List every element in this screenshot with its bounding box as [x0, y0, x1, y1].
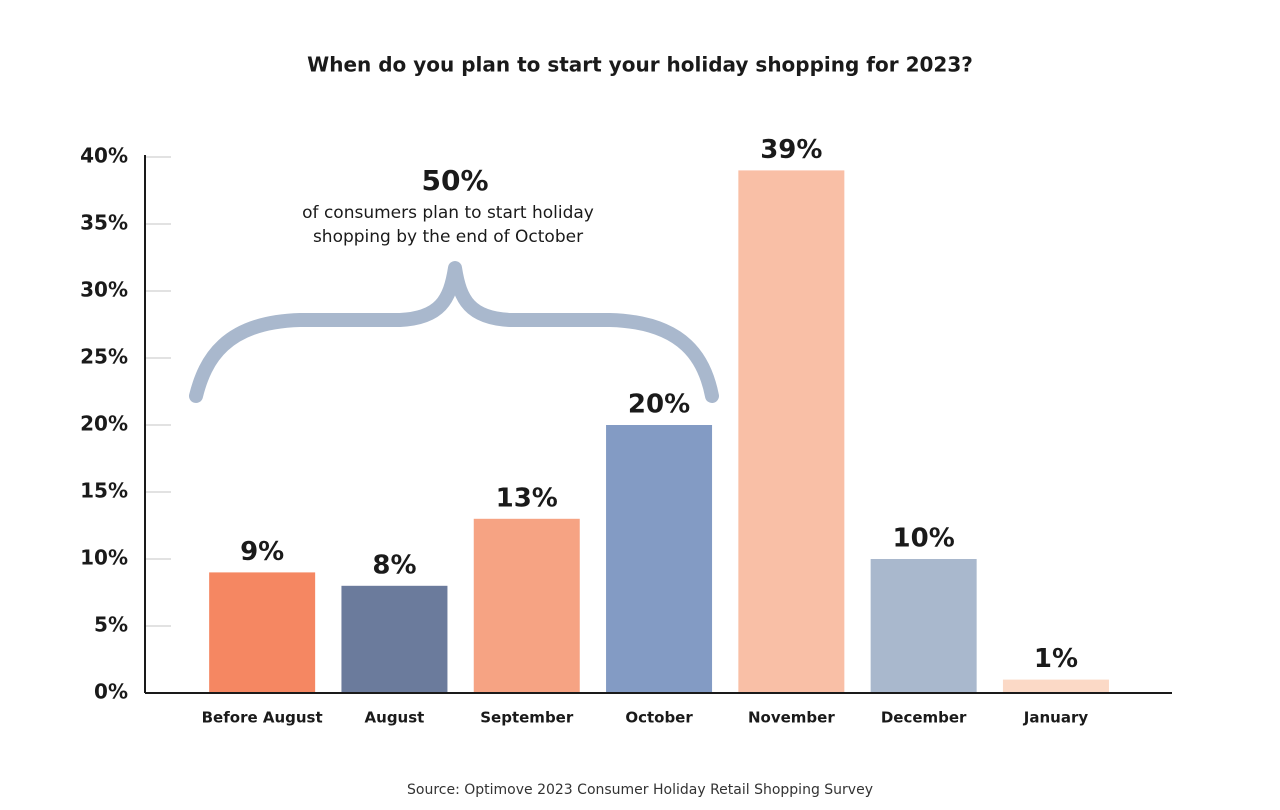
x-tick-label: January — [1023, 709, 1089, 727]
value-label: 9% — [240, 537, 284, 567]
y-tick-label: 5% — [94, 613, 128, 637]
annotation-text: shopping by the end of October — [313, 227, 583, 247]
source-note: Source: Optimove 2023 Consumer Holiday R… — [407, 782, 873, 798]
x-tick-label: Before August — [202, 709, 323, 727]
y-tick-label: 0% — [94, 680, 128, 704]
annotation-text: of consumers plan to start holiday — [302, 203, 594, 223]
x-tick-label: November — [748, 709, 835, 727]
bar — [209, 572, 316, 693]
y-tick-label: 40% — [80, 144, 128, 168]
value-label: 39% — [760, 135, 822, 165]
value-label: 8% — [372, 550, 416, 580]
y-tick-label: 15% — [80, 479, 128, 503]
x-tick-label: August — [365, 709, 425, 727]
annotation-headline: 50% — [421, 164, 488, 197]
chart-title: When do you plan to start your holiday s… — [307, 53, 973, 77]
y-tick-label: 10% — [80, 546, 128, 570]
bar — [606, 425, 713, 693]
y-tick-label: 30% — [80, 278, 128, 302]
x-tick-label: October — [625, 709, 693, 727]
value-label: 1% — [1034, 644, 1078, 674]
x-tick-label: December — [881, 709, 967, 727]
x-tick-label: September — [480, 709, 574, 727]
bar — [870, 559, 977, 693]
y-tick-label: 20% — [80, 412, 128, 436]
value-label: 20% — [628, 390, 690, 420]
value-label: 13% — [496, 483, 558, 513]
bar — [1002, 679, 1109, 693]
value-label: 10% — [893, 524, 955, 554]
bar — [738, 170, 845, 693]
y-tick-label: 35% — [80, 211, 128, 235]
y-tick-label: 25% — [80, 345, 128, 369]
brace — [189, 261, 719, 403]
bar — [341, 585, 448, 693]
bar — [473, 518, 580, 693]
